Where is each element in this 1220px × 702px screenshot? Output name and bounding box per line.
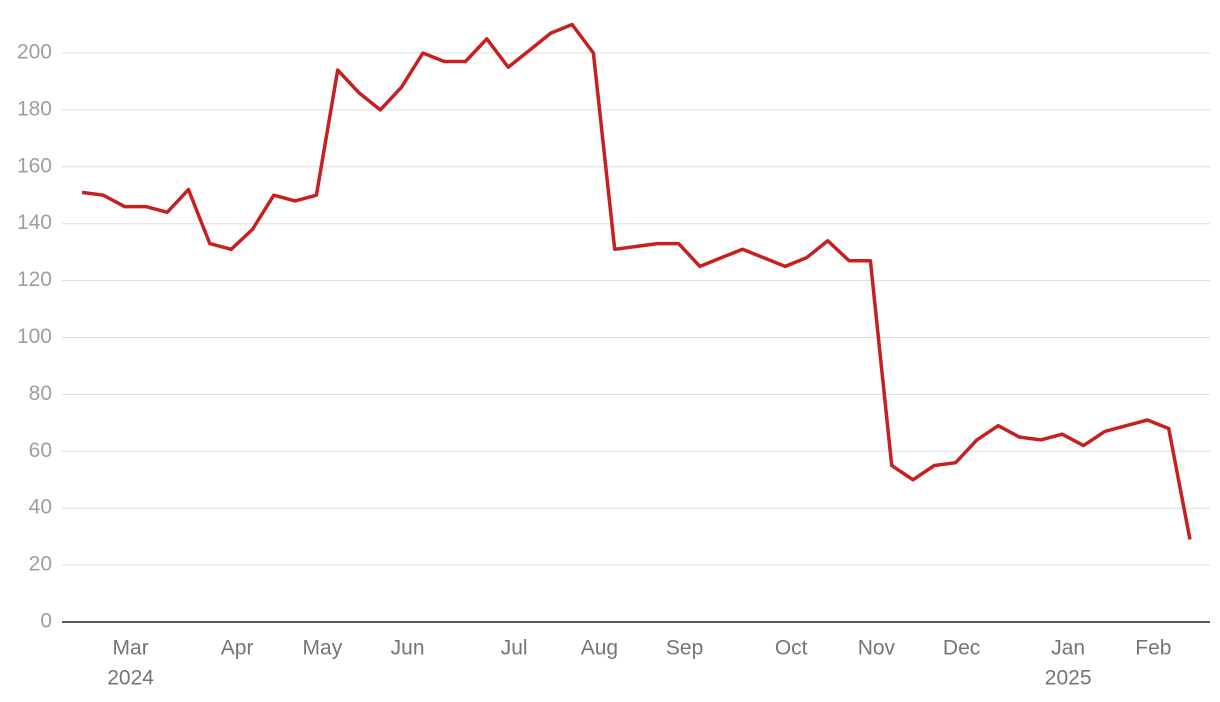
y-tick-label: 0 — [40, 610, 52, 633]
x-tick-label: Jun — [391, 637, 425, 660]
x-sublabel: 2025 — [1045, 667, 1092, 690]
x-tick-label: Sep — [666, 637, 703, 660]
x-tick-label: Feb — [1135, 637, 1171, 660]
x-tick-label: Oct — [775, 637, 808, 660]
x-tick-label: Dec — [943, 637, 980, 660]
y-tick-label: 20 — [29, 553, 52, 576]
y-tick-label: 200 — [17, 41, 52, 64]
y-tick-label: 80 — [29, 382, 52, 405]
x-tick-label: Nov — [858, 637, 896, 660]
x-tick-label: Apr — [221, 637, 254, 660]
y-tick-label: 100 — [17, 325, 52, 348]
x-tick-label: Mar — [113, 637, 149, 660]
x-tick-label: May — [303, 637, 343, 660]
y-tick-label: 180 — [17, 97, 52, 120]
y-tick-label: 160 — [17, 154, 52, 177]
x-sublabel: 2024 — [107, 667, 154, 690]
y-tick-label: 40 — [29, 496, 52, 519]
x-tick-label: Jan — [1051, 637, 1085, 660]
x-tick-label: Aug — [581, 637, 618, 660]
price-line — [81, 22, 1192, 540]
y-tick-label: 140 — [17, 211, 52, 234]
x-tick-label: Jul — [501, 637, 528, 660]
y-tick-label: 120 — [17, 268, 52, 291]
y-tick-label: 60 — [29, 439, 52, 462]
